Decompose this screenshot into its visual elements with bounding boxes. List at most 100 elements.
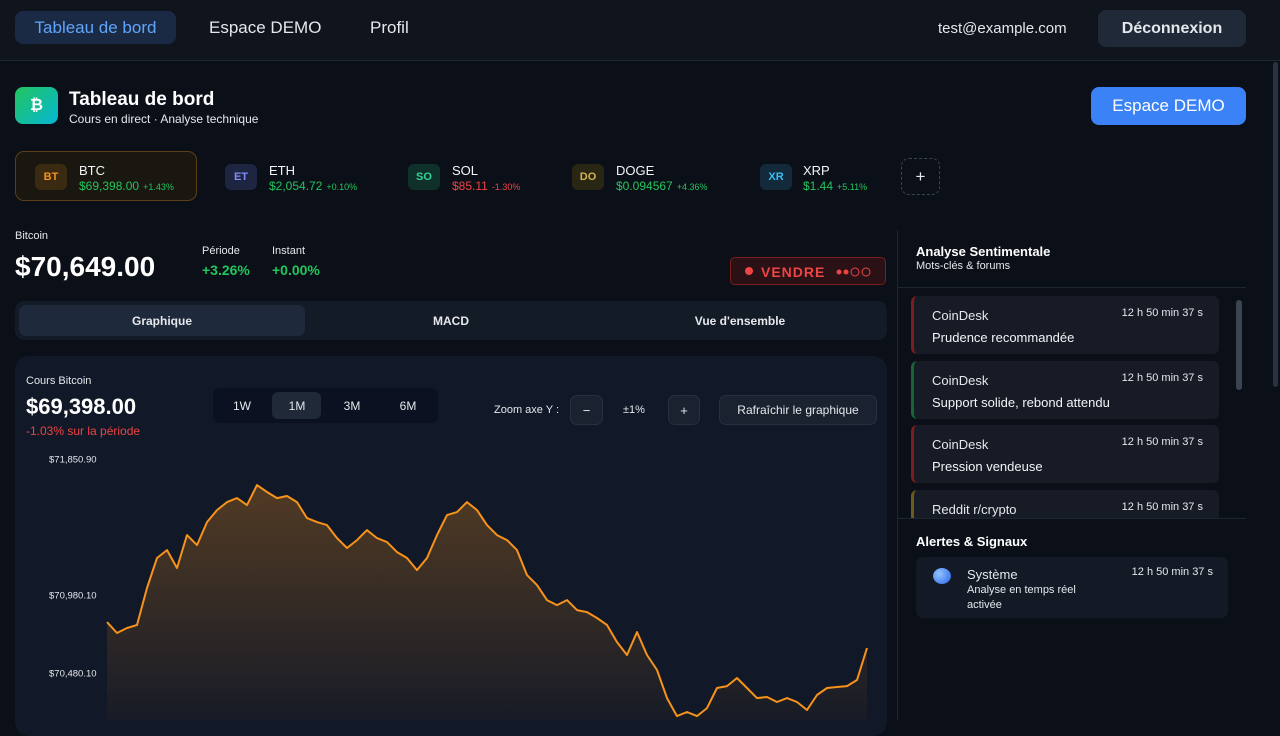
ticker-price: $2,054.72 +0.10% bbox=[269, 179, 357, 193]
range-group bbox=[213, 388, 438, 423]
nav-item[interactable]: Espace DEMO bbox=[209, 18, 322, 37]
ticker-name[interactable]: XRP bbox=[803, 163, 830, 178]
ticker-badge: ET bbox=[225, 164, 257, 190]
y-tick-label: $70,480.10 bbox=[49, 669, 97, 680]
refresh-button[interactable]: Rafraîchir le graphique bbox=[719, 395, 877, 425]
alerts-title: Alertes & Signaux bbox=[916, 534, 1028, 549]
page-scrollbar[interactable] bbox=[1273, 62, 1278, 387]
period-value: +3.26% bbox=[202, 262, 250, 278]
logo: ₿ bbox=[15, 87, 58, 124]
ticker-price: $69,398.00 +1.43% bbox=[79, 179, 174, 193]
zoom-label: Zoom axe Y : bbox=[494, 404, 560, 416]
page-title: Tableau de bord bbox=[69, 89, 215, 110]
sentiment-title: Analyse Sentimentale bbox=[916, 244, 1051, 259]
divider bbox=[898, 518, 1246, 519]
ticker-name[interactable]: SOL bbox=[452, 163, 479, 178]
tab[interactable]: Vue d'ensemble bbox=[694, 314, 786, 328]
range-button[interactable]: 3M bbox=[343, 399, 361, 413]
ticker-badge: XR bbox=[760, 164, 792, 190]
asset-name: Bitcoin bbox=[15, 230, 49, 242]
sentiment-item: CoinDesk 12 h 50 min 37 s Support solide, … bbox=[911, 361, 1219, 419]
signal-badge: VENDRE bbox=[730, 257, 886, 285]
divider bbox=[897, 230, 898, 720]
ticker-badge: DO bbox=[572, 164, 604, 190]
chart-label: Cours Bitcoin bbox=[26, 375, 92, 387]
price: $0.094567 bbox=[616, 179, 673, 193]
zoom-value: ±1% bbox=[623, 404, 645, 416]
range-active[interactable] bbox=[272, 392, 321, 419]
price-line bbox=[106, 484, 868, 718]
nav-item[interactable]: Profil bbox=[370, 18, 409, 37]
source: Reddit r/crypto bbox=[932, 502, 1017, 517]
chart-change: -1.03% sur la période bbox=[26, 424, 141, 438]
signal-text: VENDRE bbox=[761, 264, 826, 280]
time: 12 h 50 min 37 s bbox=[1121, 372, 1203, 384]
scrollbar[interactable] bbox=[1236, 300, 1242, 390]
instant-label: Instant bbox=[272, 245, 306, 257]
source: CoinDesk bbox=[932, 373, 989, 388]
price: $69,398.00 bbox=[79, 179, 140, 193]
user-email: test@example.com bbox=[938, 20, 1067, 37]
change: +5.11% bbox=[837, 182, 868, 192]
sentiment-item: CoinDesk 12 h 50 min 37 s Pression vendeus… bbox=[911, 425, 1219, 483]
range-button[interactable]: 1M bbox=[288, 399, 306, 413]
signal-dot bbox=[745, 267, 753, 275]
change: +1.43% bbox=[143, 182, 174, 192]
time: 12 h 50 min 37 s bbox=[1131, 566, 1213, 578]
price-chart: $70,480.10 $70,980.10 $71,850.90 bbox=[49, 455, 868, 720]
asset-price: $70,649.00 bbox=[15, 251, 156, 282]
divider bbox=[898, 287, 1246, 288]
top-nav bbox=[0, 0, 1280, 61]
sentiment-subtitle: Mots-clés & forums bbox=[916, 260, 1011, 272]
ticker-badge: SO bbox=[408, 164, 440, 190]
period-label: Période bbox=[202, 245, 240, 257]
change: +0.10% bbox=[326, 182, 358, 192]
tab[interactable]: Graphique bbox=[131, 314, 193, 328]
source: Système bbox=[967, 567, 1018, 582]
add-ticker[interactable]: + bbox=[901, 158, 940, 195]
signal-strength bbox=[836, 267, 871, 277]
change: +4.36% bbox=[676, 182, 708, 192]
chart-price: $69,398.00 bbox=[26, 394, 137, 419]
ticker-name[interactable]: DOGE bbox=[616, 163, 655, 178]
y-tick-label: $70,980.10 bbox=[49, 591, 97, 602]
ticker-badge: BT bbox=[35, 164, 67, 190]
ticker-name: BTC bbox=[79, 163, 105, 178]
alert-icon bbox=[933, 568, 951, 584]
sentiment-item: CoinDesk 12 h 50 min 37 s Prudence recomma… bbox=[911, 296, 1219, 354]
sentiment-list: CoinDesk 12 h 50 min 37 s Prudence recomma… bbox=[898, 290, 1246, 518]
tab[interactable]: MACD bbox=[433, 314, 469, 328]
zoom-out[interactable]: − bbox=[570, 395, 603, 425]
y-tick-label: $71,850.90 bbox=[49, 455, 97, 466]
text: Prudence recommandée bbox=[932, 330, 1075, 345]
text: Analyse en temps réel activée bbox=[967, 584, 1076, 611]
time: 12 h 50 min 37 s bbox=[1121, 501, 1203, 513]
page-subtitle: Cours en direct · Analyse technique bbox=[69, 112, 259, 126]
nav-item-active[interactable]: Tableau de bord bbox=[15, 11, 176, 44]
range-button[interactable]: 1W bbox=[233, 399, 251, 413]
text: Support solide, rebond attendu bbox=[932, 395, 1110, 410]
source: CoinDesk bbox=[932, 308, 989, 323]
price: $85.11 bbox=[452, 179, 488, 193]
source: CoinDesk bbox=[932, 437, 989, 452]
logout-button[interactable]: Déconnexion bbox=[1098, 10, 1246, 47]
tab-active[interactable] bbox=[19, 305, 305, 336]
zoom-in[interactable]: + bbox=[668, 395, 700, 425]
price: $2,054.72 bbox=[269, 179, 323, 193]
instant-value: +0.00% bbox=[272, 262, 320, 278]
change: -1.30% bbox=[491, 182, 521, 192]
sentiment-item: Reddit r/crypto 12 h 50 min 37 s bbox=[911, 490, 1219, 518]
time: 12 h 50 min 37 s bbox=[1121, 436, 1203, 448]
ticker-name[interactable]: ETH bbox=[269, 163, 295, 178]
text: Pression vendeuse bbox=[932, 459, 1043, 474]
range-button[interactable]: 6M bbox=[399, 399, 417, 413]
ticker-price: $0.094567 +4.36% bbox=[616, 179, 708, 193]
alert-item: Système 12 h 50 min 37 s Analyse en temp… bbox=[916, 557, 1228, 618]
price: $1.44 bbox=[803, 179, 834, 193]
demo-button[interactable]: Espace DEMO bbox=[1091, 87, 1246, 125]
time: 12 h 50 min 37 s bbox=[1121, 307, 1203, 319]
price-area bbox=[107, 485, 867, 720]
ticker-price: $1.44 +5.11% bbox=[803, 179, 867, 193]
ticker-price: $85.11 -1.30% bbox=[452, 179, 520, 193]
